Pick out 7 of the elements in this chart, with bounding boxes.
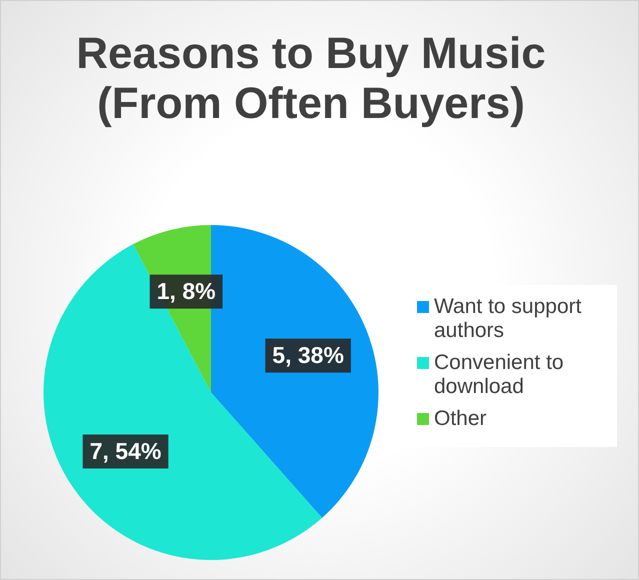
chart-title: Reasons to Buy Music (From Often Buyers) — [75, 29, 547, 129]
legend-label: Convenient to download — [434, 351, 565, 399]
legend-label: Want to support authors — [434, 295, 582, 343]
data-label: 5, 38% — [272, 342, 344, 368]
data-label: 7, 54% — [90, 438, 162, 464]
data-label: 1, 8% — [156, 278, 216, 304]
legend-label: Other — [434, 407, 487, 431]
